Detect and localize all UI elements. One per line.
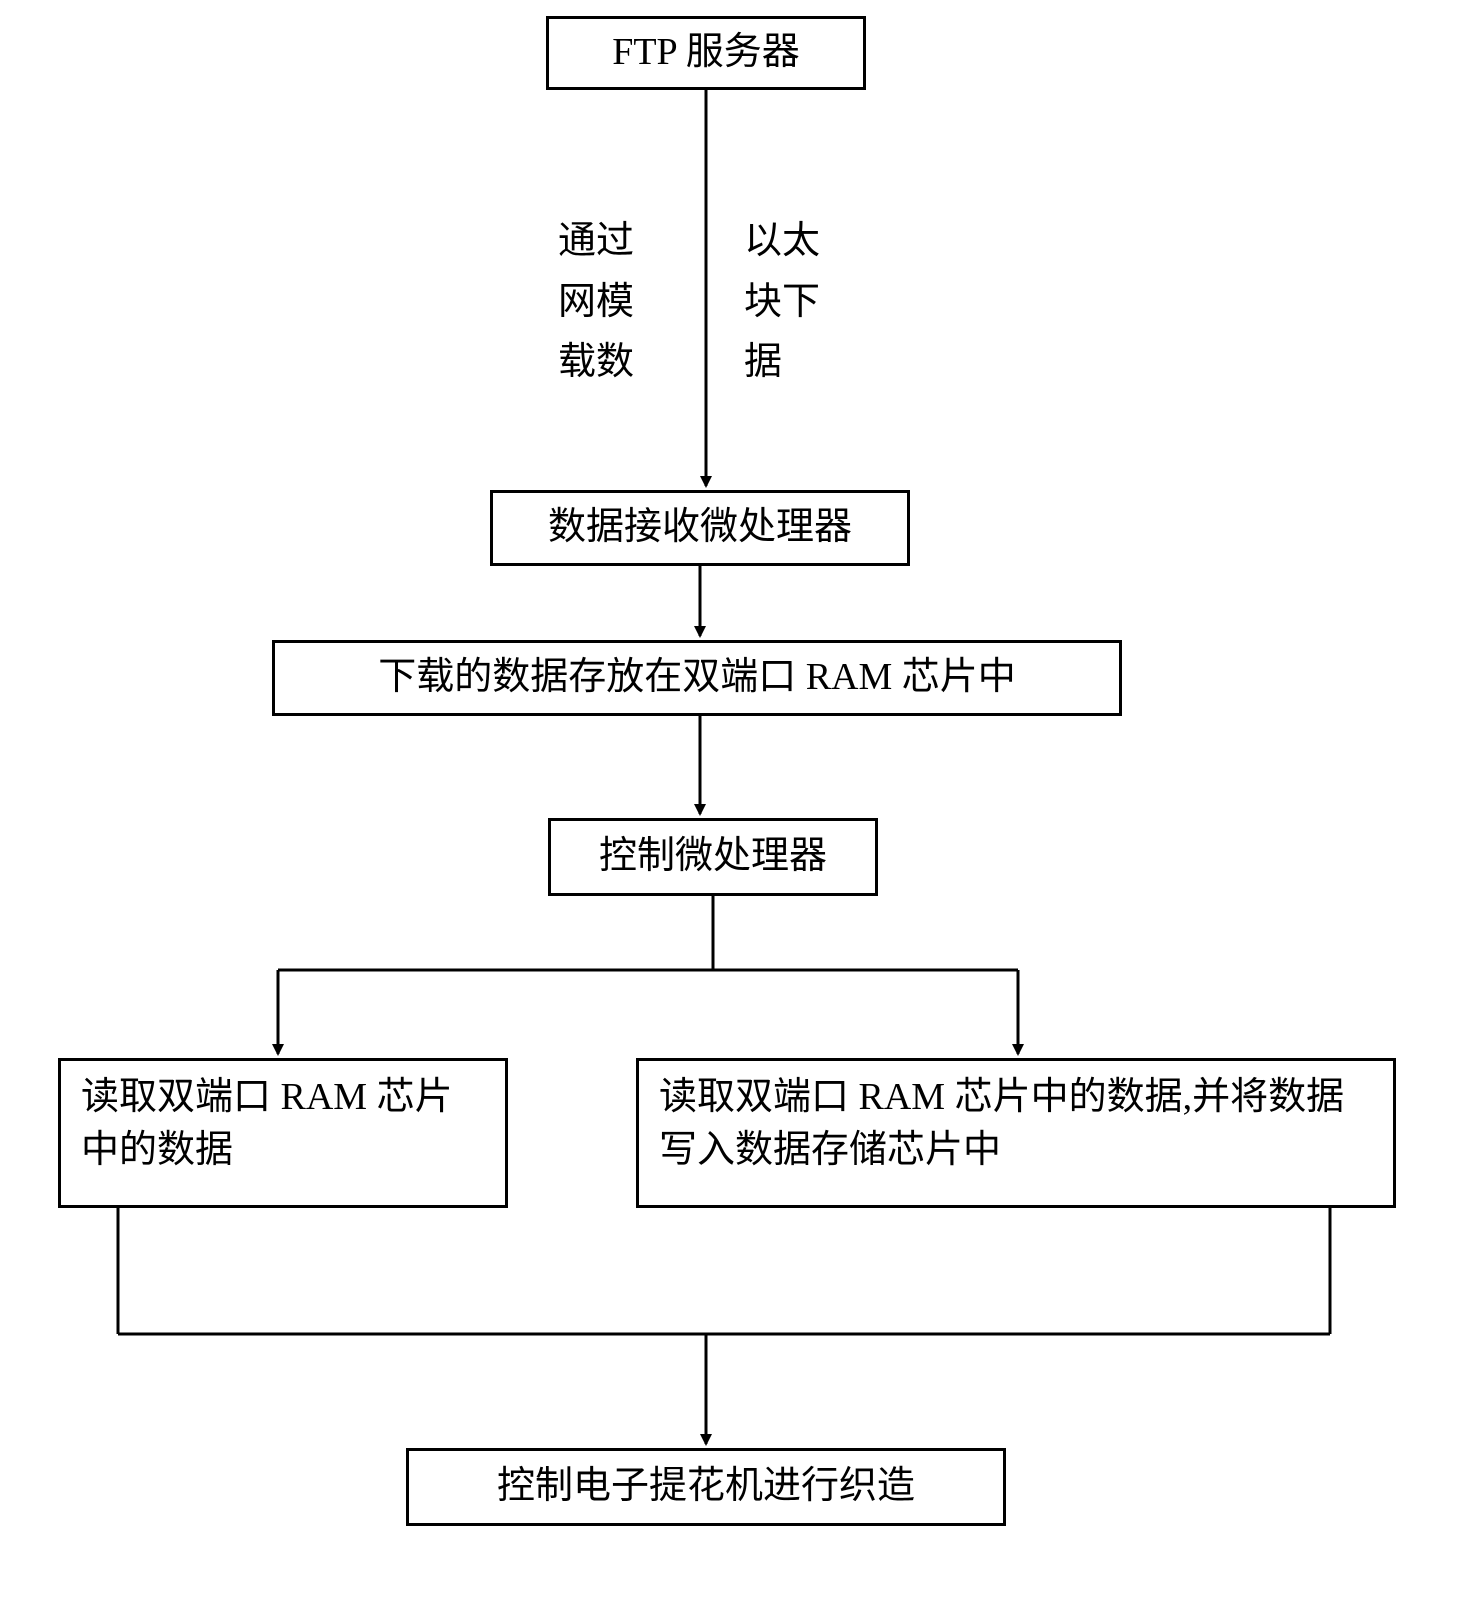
node-control-jacquard-label: 控制电子提花机进行织造 xyxy=(497,1460,915,1513)
edge-merge-n7 xyxy=(0,0,1465,1598)
node-control-jacquard: 控制电子提花机进行织造 xyxy=(406,1448,1006,1526)
